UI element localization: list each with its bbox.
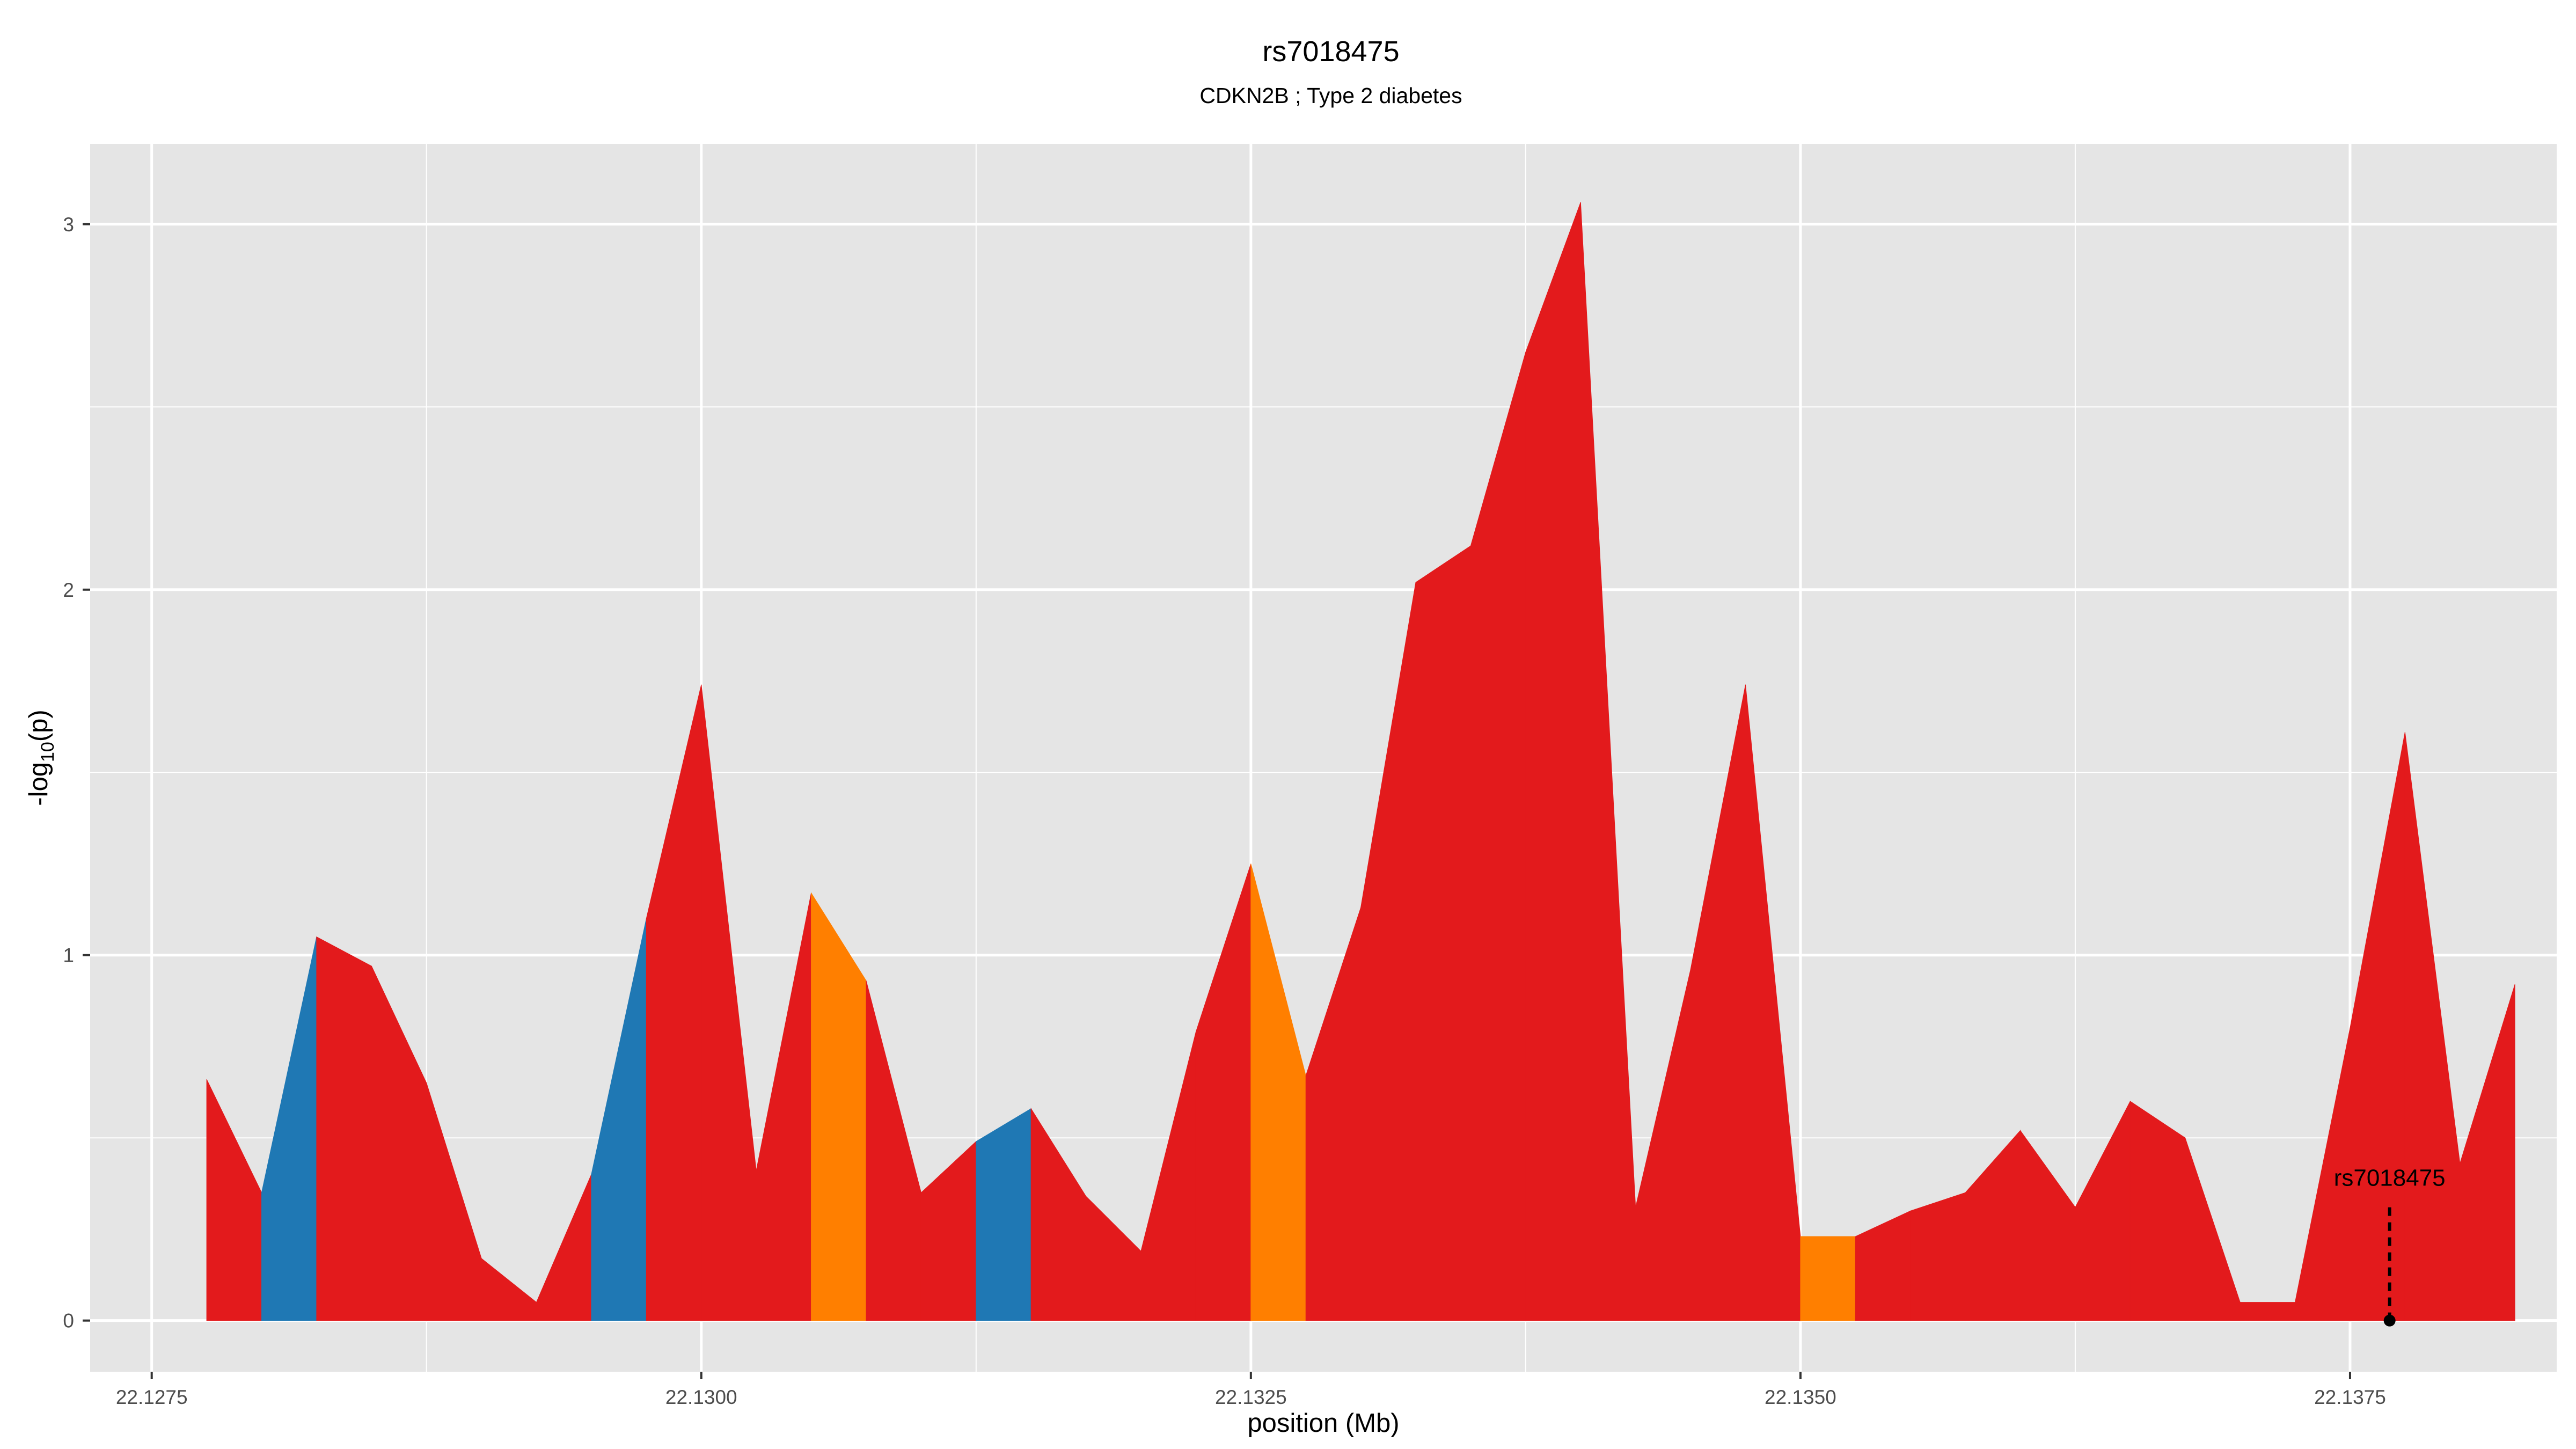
y-tick-label: 0 bbox=[63, 1310, 74, 1332]
area-segment bbox=[1910, 1192, 1966, 1321]
y-tick-label: 2 bbox=[63, 579, 74, 601]
x-axis-label: position (Mb) bbox=[1247, 1409, 1399, 1438]
area-segment bbox=[976, 1108, 1031, 1321]
annotation-label: rs7018475 bbox=[2334, 1165, 2446, 1191]
area-segments bbox=[206, 202, 2515, 1321]
annotation-point bbox=[2383, 1314, 2396, 1327]
chart-title: rs7018475 bbox=[1262, 35, 1399, 68]
y-axis-label-sub: 10 bbox=[38, 742, 58, 762]
y-axis-label-post: (p) bbox=[24, 709, 53, 742]
area-segment bbox=[2240, 1302, 2296, 1321]
area-segment bbox=[1415, 545, 1471, 1321]
area-segment bbox=[316, 936, 372, 1321]
x-tick-label: 22.1300 bbox=[665, 1386, 737, 1408]
x-tick-label: 22.1375 bbox=[2314, 1386, 2386, 1408]
area-segment bbox=[1800, 1236, 1856, 1321]
area-segment bbox=[2129, 1101, 2186, 1321]
chart-subtitle: CDKN2B ; Type 2 diabetes bbox=[1199, 83, 1462, 108]
x-tick-label: 22.1275 bbox=[116, 1386, 188, 1408]
y-tick-label: 1 bbox=[63, 945, 74, 967]
x-axis: 22.1275 22.1300 22.1325 22.1350 22.1375 bbox=[116, 1372, 2386, 1408]
x-tick-label: 22.1325 bbox=[1215, 1386, 1287, 1408]
area-segment bbox=[1525, 202, 1581, 1321]
x-tick-label: 22.1350 bbox=[1765, 1386, 1836, 1408]
y-axis-label-pre: -log bbox=[24, 762, 53, 806]
y-axis: 0 1 2 3 bbox=[63, 214, 90, 1332]
y-tick-label: 3 bbox=[63, 214, 74, 236]
y-axis-label: -log10(p) bbox=[24, 709, 58, 806]
area-segment bbox=[2460, 984, 2515, 1321]
snp-annotation: rs7018475 bbox=[2334, 1165, 2446, 1327]
